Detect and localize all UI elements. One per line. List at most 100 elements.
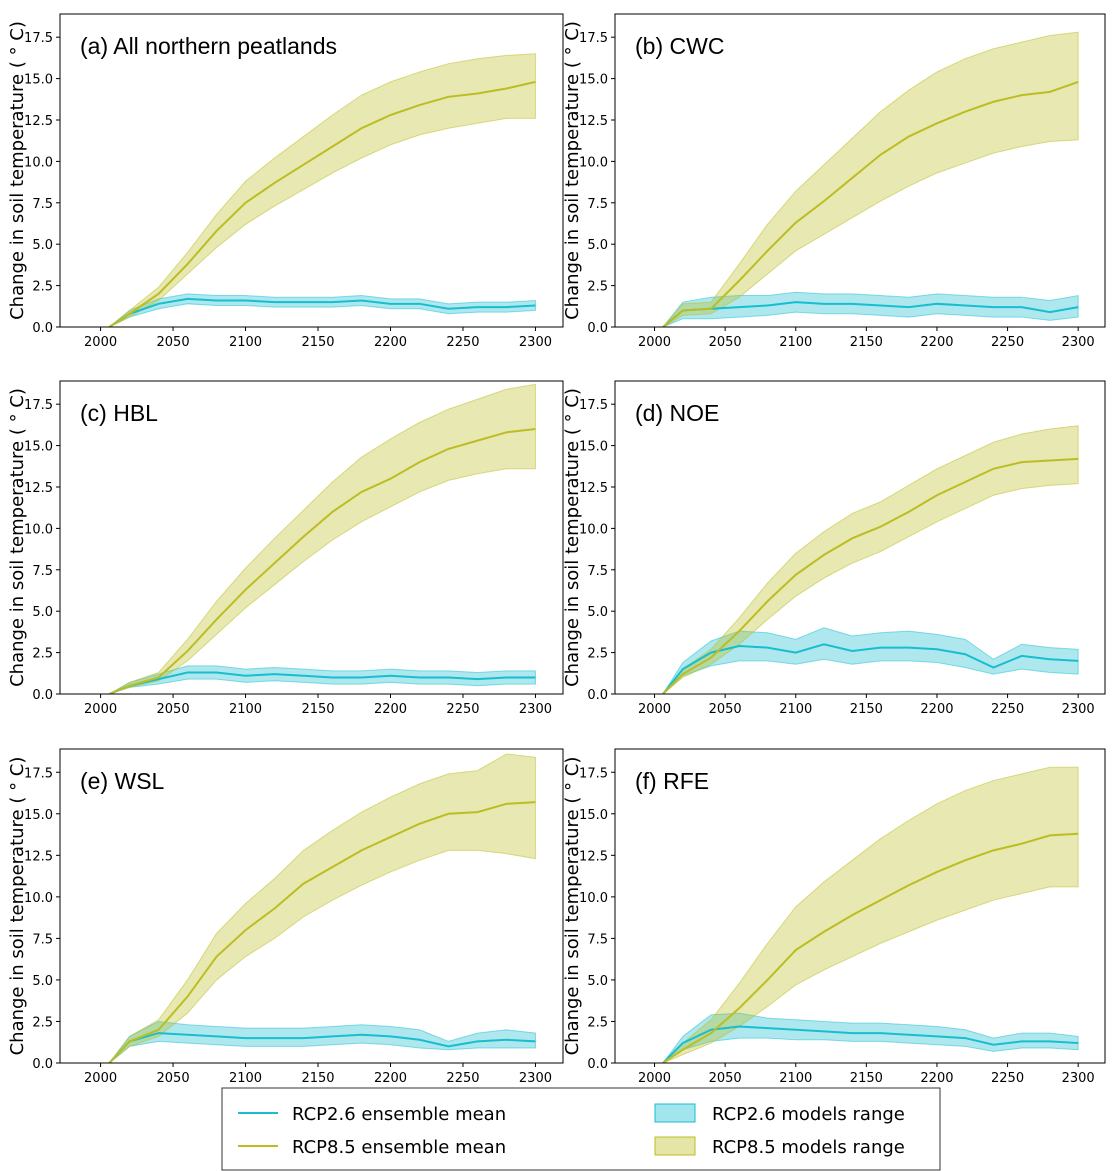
mean-line	[108, 80, 536, 327]
y-tick-label: 5.0	[32, 605, 53, 620]
y-tick-label: 12.5	[579, 849, 608, 864]
x-tick-label: 2150	[850, 335, 883, 350]
x-tick-label: 2250	[991, 335, 1024, 350]
y-tick-label: 17.5	[579, 766, 608, 781]
y-axis-label: Change in soil temperature ( ° C)	[562, 21, 583, 320]
x-tick-label: 2250	[446, 335, 479, 350]
y-tick-label: 15.0	[579, 73, 608, 88]
y-tick-label: 12.5	[579, 114, 608, 129]
x-tick-label: 2250	[991, 1071, 1024, 1086]
x-tick-label: 2000	[638, 335, 671, 350]
y-tick-label: 0.0	[587, 1057, 608, 1072]
x-tick-label: 2150	[301, 702, 334, 717]
y-tick-label: 10.0	[579, 155, 608, 170]
y-tick-label: 7.5	[32, 564, 53, 579]
range-band	[662, 425, 1079, 694]
panel-title: (c) HBL	[80, 400, 158, 426]
y-tick-label: 2.5	[32, 647, 53, 662]
y-axis-label: Change in soil temperature ( ° C)	[562, 388, 583, 687]
y-tick-label: 10.0	[24, 891, 53, 906]
y-tick-label: 10.0	[24, 522, 53, 537]
x-tick-label: 2050	[709, 702, 742, 717]
x-tick-label: 2000	[638, 1071, 671, 1086]
x-tick-label: 2150	[301, 1071, 334, 1086]
x-tick-label: 2000	[638, 702, 671, 717]
x-tick-label: 2200	[920, 335, 953, 350]
x-tick-label: 2300	[1062, 335, 1095, 350]
y-tick-label: 17.5	[579, 398, 608, 413]
axes-frame	[59, 380, 564, 695]
legend-label: RCP2.6 models range	[712, 1104, 905, 1125]
plot-area	[615, 31, 1105, 327]
x-tick-label: 2300	[1062, 702, 1095, 717]
panel-title: (f) RFE	[635, 768, 709, 794]
x-tick-label: 2100	[779, 1071, 812, 1086]
legend-box	[221, 1087, 941, 1171]
x-tick-label: 2050	[157, 335, 190, 350]
plot-area	[615, 766, 1105, 1063]
x-tick-label: 2100	[779, 335, 812, 350]
y-tick-label: 15.0	[24, 440, 53, 455]
panel-title: (a) All northern peatlands	[80, 33, 337, 59]
range-band	[108, 753, 536, 1063]
mean-line	[108, 297, 536, 327]
mean-line	[662, 643, 1079, 694]
y-tick-label: 12.5	[579, 481, 608, 496]
y-axis-label: Change in soil temperature ( ° C)	[7, 388, 28, 687]
plot-area	[60, 383, 563, 694]
y-tick-label: 2.5	[32, 280, 53, 295]
axes-frame	[614, 13, 1106, 328]
y-tick-label: 17.5	[24, 766, 53, 781]
plot-area	[60, 753, 563, 1063]
mean-line	[662, 80, 1079, 327]
mean-line	[108, 801, 536, 1063]
y-tick-label: 12.5	[24, 481, 53, 496]
y-tick-label: 0.0	[587, 688, 608, 703]
y-tick-label: 5.0	[32, 974, 53, 989]
x-tick-label: 2050	[709, 335, 742, 350]
legend-swatch	[654, 1103, 696, 1123]
range-band	[662, 1012, 1079, 1063]
x-tick-label: 2200	[920, 702, 953, 717]
y-tick-label: 7.5	[32, 197, 53, 212]
legend: RCP2.6 ensemble mean RCP8.5 ensemble mea…	[221, 1087, 941, 1171]
range-band	[662, 31, 1079, 327]
range-band	[109, 383, 536, 694]
x-tick-label: 2050	[157, 702, 190, 717]
x-tick-label: 2000	[84, 1071, 117, 1086]
panel: 2000 2050 2100 2150 2200 2250 2300 0.0 2.5 5.0 7.5…	[7, 380, 564, 717]
x-tick-label: 2250	[446, 702, 479, 717]
y-tick-label: 2.5	[587, 647, 608, 662]
panel: 2000 2050 2100 2150 2200 2250 2300 0.0 2.5 5.0 7.5…	[562, 380, 1106, 717]
y-tick-label: 15.0	[579, 808, 608, 823]
y-tick-label: 0.0	[32, 688, 53, 703]
y-tick-label: 2.5	[587, 280, 608, 295]
x-tick-label: 2300	[519, 1071, 552, 1086]
x-tick-label: 2300	[1062, 1071, 1095, 1086]
x-tick-label: 2050	[709, 1071, 742, 1086]
y-tick-label: 5.0	[587, 605, 608, 620]
y-tick-label: 7.5	[587, 564, 608, 579]
y-tick-label: 12.5	[24, 849, 53, 864]
legend-swatch	[654, 1136, 696, 1156]
y-tick-label: 5.0	[587, 974, 608, 989]
range-band	[662, 627, 1079, 694]
panel-title: (b) CWC	[635, 33, 724, 59]
y-tick-label: 15.0	[579, 440, 608, 455]
x-tick-label: 2100	[229, 335, 262, 350]
mean-line	[662, 1025, 1079, 1063]
x-tick-label: 2150	[850, 702, 883, 717]
plot-area	[60, 53, 563, 327]
mean-line	[108, 428, 536, 694]
panel: 2000 2050 2100 2150 2200 2250 2300 0.0 2.5 5.0 7.5…	[7, 748, 564, 1086]
x-tick-label: 2200	[374, 335, 407, 350]
y-axis-label: Change in soil temperature ( ° C)	[7, 757, 28, 1056]
mean-line	[662, 301, 1079, 327]
mean-line	[108, 671, 536, 694]
y-tick-label: 10.0	[579, 522, 608, 537]
mean-line	[108, 1032, 536, 1063]
y-tick-label: 0.0	[32, 321, 53, 336]
y-tick-label: 7.5	[587, 932, 608, 947]
y-tick-label: 17.5	[579, 31, 608, 46]
